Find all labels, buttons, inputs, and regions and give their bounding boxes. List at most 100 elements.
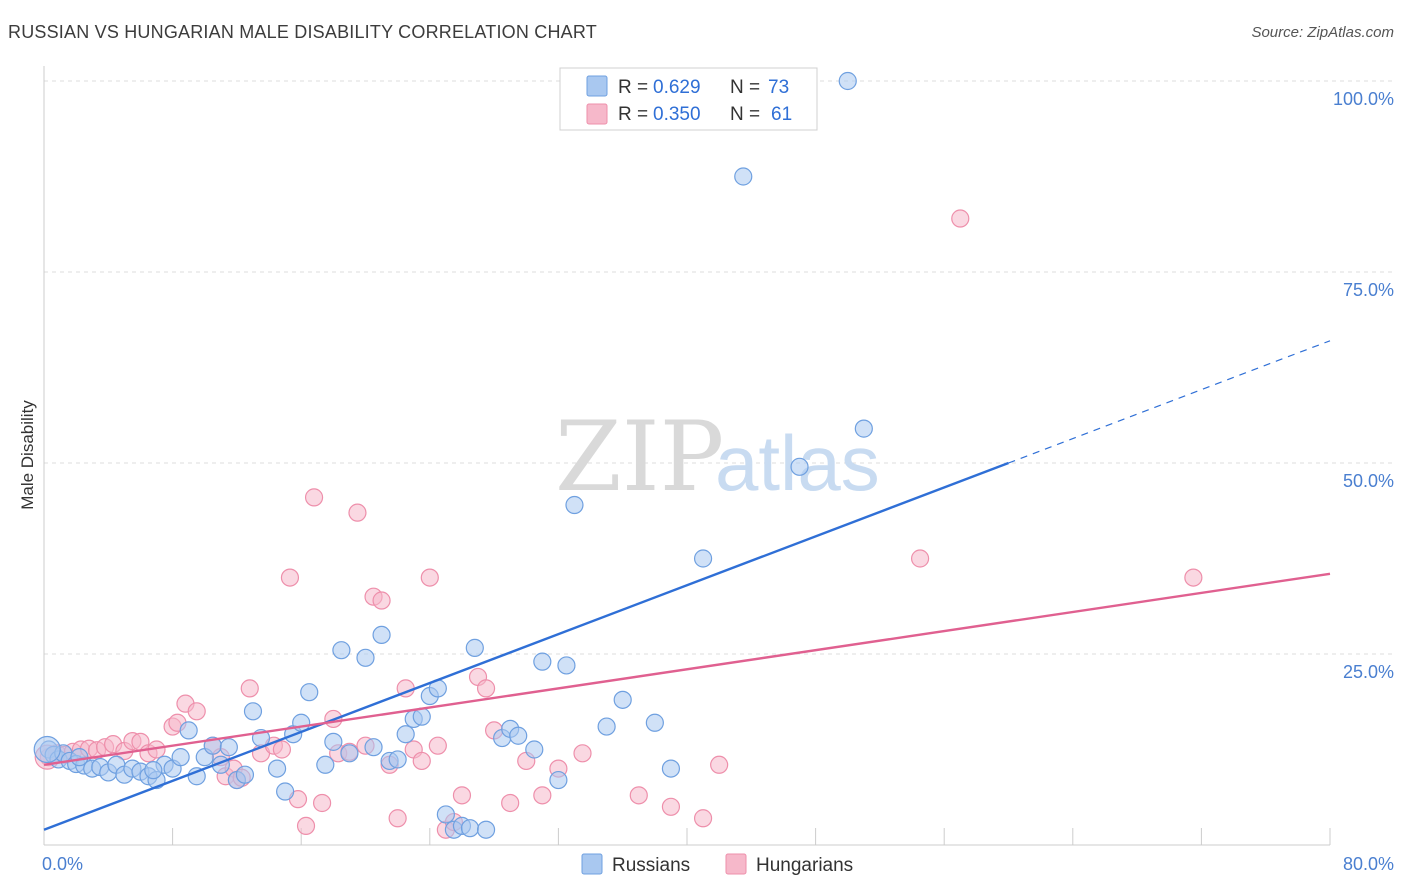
chart-title: RUSSIAN VS HUNGARIAN MALE DISABILITY COR… <box>8 22 597 42</box>
y-axis-label: Male Disability <box>18 400 37 510</box>
watermark: ZIP atlas <box>555 401 880 513</box>
legend-swatch-russians <box>586 75 608 97</box>
point-russians-24 <box>219 738 238 757</box>
point-hungarians-49 <box>452 786 472 805</box>
point-russians-60 <box>565 495 584 515</box>
point-russians-35 <box>332 641 351 660</box>
point-hungarians-41 <box>388 809 407 828</box>
y-tick-labels: 25.0% 50.0% 75.0% 100.0% <box>1333 89 1394 682</box>
point-russians-29 <box>276 782 295 801</box>
point-russians-70 <box>70 748 89 767</box>
point-hungarians-36 <box>348 503 367 522</box>
bottom-legend-swatch-russians <box>581 853 603 875</box>
legend-r-value-russians: 0.629 <box>653 77 701 98</box>
point-russians-37 <box>356 648 375 667</box>
point-russians-72 <box>235 765 255 784</box>
point-hungarians-32 <box>312 793 332 813</box>
trendline-russians-extension <box>1008 340 1331 464</box>
point-hungarians-46 <box>428 736 447 755</box>
point-russians-36 <box>340 744 359 763</box>
series-legend: Russians Hungarians <box>581 853 853 876</box>
point-russians-58 <box>549 770 568 790</box>
point-russians-69 <box>854 419 873 438</box>
stats-legend: R = 0.629 N = 73 R = 0.350 N = 61 <box>559 67 818 131</box>
point-hungarians-17 <box>187 702 206 721</box>
point-hungarians-64 <box>1184 568 1203 587</box>
y-tick-label-0: 25.0% <box>1343 662 1394 682</box>
point-hungarians-61 <box>710 755 729 774</box>
point-hungarians-53 <box>501 793 520 813</box>
point-russians-65 <box>693 549 713 568</box>
point-russians-cluster <box>33 735 61 764</box>
point-russians-18 <box>171 748 190 767</box>
point-russians-50 <box>460 819 480 838</box>
y-tick-label-1: 50.0% <box>1343 471 1394 491</box>
point-russians-39 <box>372 625 391 645</box>
point-hungarians-31 <box>304 488 324 507</box>
point-russians-63 <box>645 713 664 732</box>
point-russians-26 <box>243 702 263 721</box>
point-russians-71 <box>144 761 163 780</box>
legend-r-label-russians: R = <box>618 77 648 98</box>
point-hungarians-59 <box>661 797 681 816</box>
point-russians-64 <box>661 759 681 778</box>
point-hungarians-39 <box>372 591 391 610</box>
point-hungarians-45 <box>420 568 439 587</box>
trendline-russians <box>43 461 1009 831</box>
point-russians-66 <box>734 167 753 186</box>
point-hungarians-24 <box>240 679 259 698</box>
point-russians-67 <box>790 457 809 476</box>
legend-n-value-hungarians: 61 <box>771 104 792 125</box>
point-russians-34 <box>324 732 343 751</box>
point-russians-57 <box>533 652 552 671</box>
point-russians-47 <box>436 805 455 824</box>
bottom-legend-label-hungarians: Hungarians <box>756 855 853 876</box>
point-hungarians-27 <box>272 740 292 759</box>
point-russians-41 <box>388 750 407 769</box>
legend-swatch-hungarians <box>586 103 608 125</box>
point-hungarians-30 <box>296 816 316 836</box>
point-russians-32 <box>300 683 319 702</box>
point-hungarians-60 <box>693 809 713 828</box>
point-russians-52 <box>476 820 496 839</box>
y-tick-label-3: 100.0% <box>1333 89 1394 109</box>
point-russians-28 <box>267 759 287 778</box>
point-hungarians-63 <box>951 209 970 228</box>
legend-n-value-russians: 73 <box>768 77 789 98</box>
point-hungarians-44 <box>412 751 431 771</box>
point-hungarians-62 <box>910 549 930 568</box>
legend-r-value-hungarians: 0.350 <box>653 104 701 125</box>
legend-r-label-hungarians: R = <box>618 104 648 125</box>
legend-n-label-hungarians: N = <box>730 104 760 125</box>
axes <box>43 66 1331 846</box>
x-tick-min: 0.0% <box>42 854 83 874</box>
bottom-legend-label-russians: Russians <box>612 855 690 876</box>
series-russians <box>33 71 873 839</box>
point-russians-61 <box>597 717 616 736</box>
point-russians-68 <box>838 71 857 91</box>
point-russians-56 <box>525 740 544 759</box>
point-russians-42 <box>396 725 415 744</box>
grid-lines <box>44 80 1394 655</box>
source-label: Source: ZipAtlas.com <box>1251 24 1394 41</box>
point-russians-51 <box>465 638 484 657</box>
watermark-zip: ZIP <box>555 401 724 513</box>
trendline-hungarians <box>43 572 1331 766</box>
point-hungarians-58 <box>629 786 648 805</box>
point-russians-38 <box>364 738 383 757</box>
point-hungarians-57 <box>573 744 592 763</box>
legend-n-label-russians: N = <box>730 77 760 98</box>
point-hungarians-51 <box>476 679 496 698</box>
bottom-legend-swatch-hungarians <box>725 853 747 875</box>
x-tick-max: 80.0% <box>1343 854 1394 874</box>
point-russians-33 <box>316 755 335 774</box>
point-russians-59 <box>557 656 576 675</box>
point-russians-55 <box>509 726 528 745</box>
point-russians-19 <box>179 721 198 740</box>
point-hungarians-55 <box>533 786 552 805</box>
point-hungarians-28 <box>280 568 300 587</box>
trend-lines <box>43 340 1331 831</box>
point-russians-62 <box>613 690 632 709</box>
y-tick-label-2: 75.0% <box>1343 280 1394 300</box>
